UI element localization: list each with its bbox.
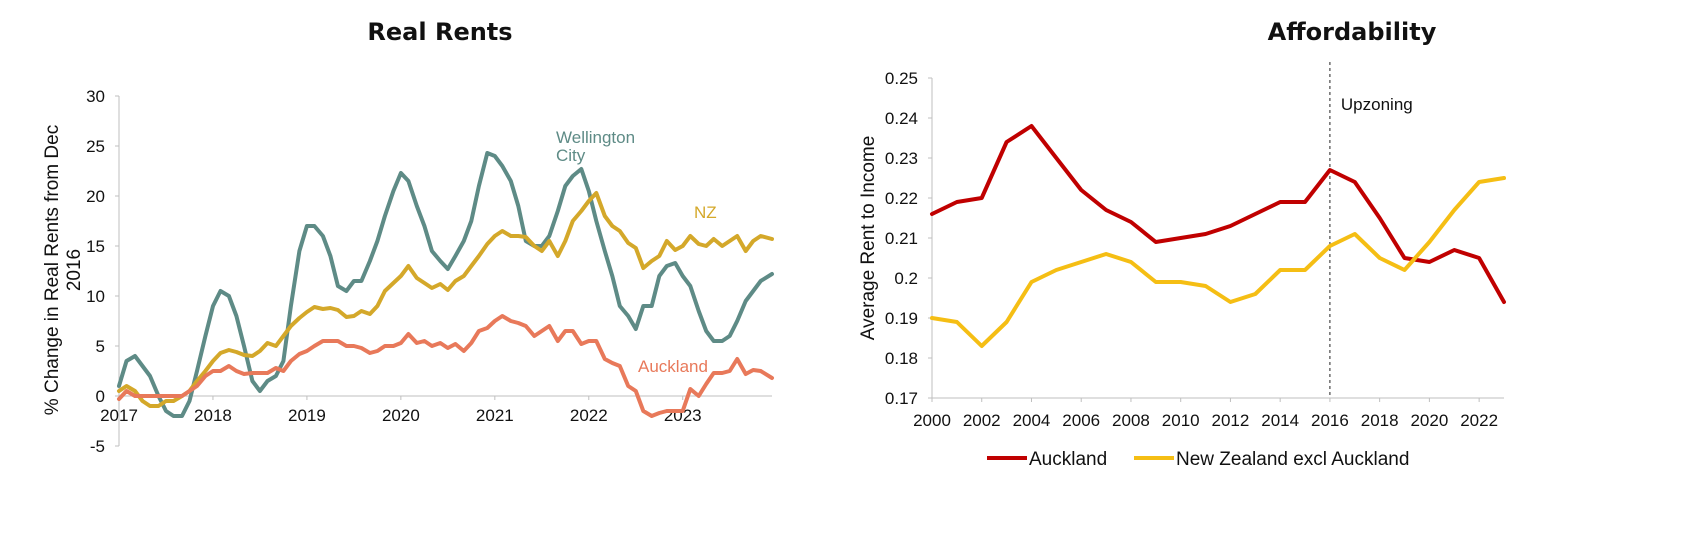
series-line-auckland bbox=[930, 124, 1506, 304]
y-tick-label: 0.2 bbox=[894, 269, 918, 288]
y-tick-label: 0.25 bbox=[885, 69, 918, 88]
x-tick-label: 2016 bbox=[1311, 411, 1349, 430]
y-tick-label: 0.23 bbox=[885, 149, 918, 168]
legend-label-auckland: Auckland bbox=[1029, 449, 1107, 470]
x-tick-label: 2020 bbox=[382, 406, 420, 425]
annotation-nz: NZ bbox=[694, 203, 717, 222]
x-tick-label: 2008 bbox=[1112, 411, 1150, 430]
y-tick-label: 25 bbox=[86, 137, 105, 156]
x-tick-label: 2012 bbox=[1212, 411, 1250, 430]
y-tick-label: 0.21 bbox=[885, 229, 918, 248]
y-tick-label: 0.17 bbox=[885, 389, 918, 408]
y-tick-label: 0.24 bbox=[885, 109, 918, 128]
y-axis-label-line2: 2016 bbox=[64, 249, 85, 291]
annotation-wellington: Wellington bbox=[556, 128, 635, 147]
series-line-wellington-city bbox=[117, 151, 774, 418]
y-tick-label: 10 bbox=[86, 287, 105, 306]
x-tick-label: 2021 bbox=[476, 406, 514, 425]
y-tick-label: 0.22 bbox=[885, 189, 918, 208]
annotation-city: City bbox=[556, 146, 586, 165]
y-axis-label: Average Rent to Income bbox=[858, 136, 879, 341]
vline-label-upzoning: Upzoning bbox=[1341, 95, 1413, 114]
x-tick-label: 2018 bbox=[1361, 411, 1399, 430]
legend-label-nz-excl-auckland: New Zealand excl Auckland bbox=[1176, 449, 1409, 470]
x-tick-label: 2002 bbox=[963, 411, 1001, 430]
y-tick-label: 15 bbox=[86, 237, 105, 256]
y-tick-label: 0.18 bbox=[885, 349, 918, 368]
x-tick-label: 2020 bbox=[1410, 411, 1448, 430]
chart-title-real-rents: Real Rents bbox=[367, 18, 513, 46]
x-tick-label: 2022 bbox=[570, 406, 608, 425]
y-tick-label: 30 bbox=[86, 87, 105, 106]
y-tick-label: 0.19 bbox=[885, 309, 918, 328]
y-tick-label: 5 bbox=[96, 337, 105, 356]
annotation-auckland: Auckland bbox=[638, 357, 708, 376]
x-tick-label: 2018 bbox=[194, 406, 232, 425]
series-line-nz bbox=[117, 191, 774, 408]
x-tick-label: 2010 bbox=[1162, 411, 1200, 430]
x-tick-label: 2000 bbox=[913, 411, 951, 430]
y-tick-label: 20 bbox=[86, 187, 105, 206]
x-tick-label: 2022 bbox=[1460, 411, 1498, 430]
x-tick-label: 2017 bbox=[100, 406, 138, 425]
x-tick-label: 2004 bbox=[1013, 411, 1051, 430]
y-tick-label: -5 bbox=[90, 437, 105, 456]
chart-title-affordability: Affordability bbox=[1267, 18, 1437, 46]
x-tick-label: 2014 bbox=[1261, 411, 1299, 430]
y-tick-label: 0 bbox=[96, 387, 105, 406]
series-line-auckland bbox=[117, 314, 774, 418]
legend: Auckland New Zealand excl Auckland bbox=[987, 449, 1409, 470]
y-axis-label-line1: % Change in Real Rents from Dec bbox=[42, 125, 63, 415]
x-tick-label: 2019 bbox=[288, 406, 326, 425]
series-line-new-zealand-excl-auckland bbox=[930, 176, 1506, 348]
x-tick-label: 2006 bbox=[1062, 411, 1100, 430]
